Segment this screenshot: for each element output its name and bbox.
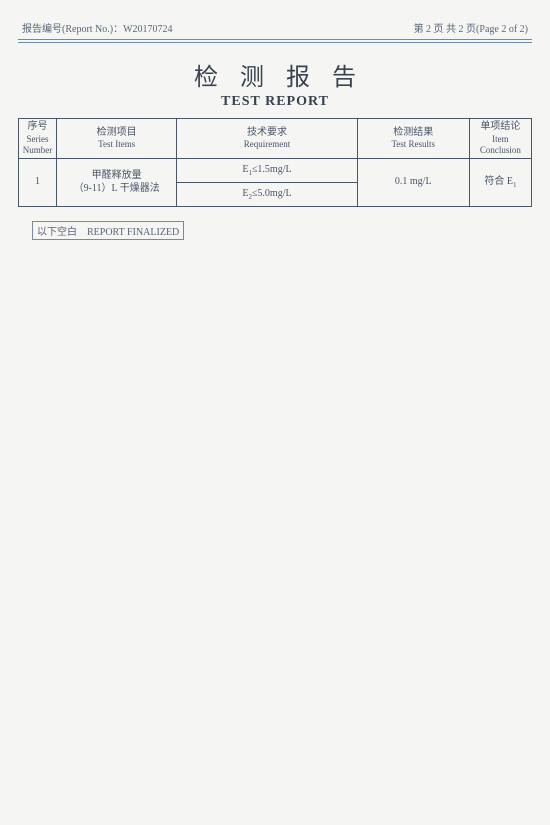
col-req-en: Requirement [179,139,354,150]
col-requirement: 技术要求 Requirement [177,119,357,159]
col-item-cn: 检测项目 [59,127,174,140]
col-number-cn: 序号 [21,121,54,134]
col-number-en: Series Number [21,134,54,157]
cell-item-cn: 甲醛释放量 [59,170,174,183]
cell-number: 1 [19,159,57,207]
cell-req-2: E2≤5.0mg/L [177,183,357,207]
conc-a: 符合 E [484,176,513,187]
col-conc-cn: 单项结论 [472,121,529,134]
footer-en: REPORT FINALIZED [87,227,179,238]
header-rule [18,39,532,43]
col-item: 检测项目 Test Items [57,119,177,159]
report-no-value: W20170724 [123,24,172,35]
col-res-cn: 检测结果 [360,127,467,140]
col-req-cn: 技术要求 [179,127,354,140]
cell-req-1: E1≤1.5mg/L [177,159,357,183]
cell-item-sub: （9-11）L 干燥器法 [59,183,174,196]
table-row: 1 甲醛释放量 （9-11）L 干燥器法 E1≤1.5mg/L 0.1 mg/L… [19,159,532,183]
col-result: 检测结果 Test Results [357,119,469,159]
cell-conclusion: 符合 E1 [469,159,531,207]
col-conc-en: Item Conclusion [472,134,529,157]
report-table: 序号 Series Number 检测项目 Test Items 技术要求 Re… [18,118,532,207]
cell-result: 0.1 mg/L [357,159,469,207]
col-item-en: Test Items [59,139,174,150]
col-res-en: Test Results [360,139,467,150]
col-conclusion: 单项结论 Item Conclusion [469,119,531,159]
footer-cn: 以下空白 [37,227,77,238]
report-no: 报告编号(Report No.)：W20170724 [22,20,173,35]
req1-c: ≤1.5mg/L [252,164,292,175]
col-number: 序号 Series Number [19,119,57,159]
title-cn: 检测报告 [18,57,532,92]
page-header: 报告编号(Report No.)：W20170724 第 2 页 共 2 页(P… [18,20,532,39]
title-en: TEST REPORT [18,94,532,110]
req2-c: ≤5.0mg/L [252,188,292,199]
report-no-label: 报告编号(Report No.)： [22,24,123,35]
cell-item: 甲醛释放量 （9-11）L 干燥器法 [57,159,177,207]
page-info: 第 2 页 共 2 页(Page 2 of 2) [414,20,528,35]
conc-b: 1 [513,181,517,189]
footer-note: 以下空白 REPORT FINALIZED [32,221,184,240]
table-header-row: 序号 Series Number 检测项目 Test Items 技术要求 Re… [19,119,532,159]
